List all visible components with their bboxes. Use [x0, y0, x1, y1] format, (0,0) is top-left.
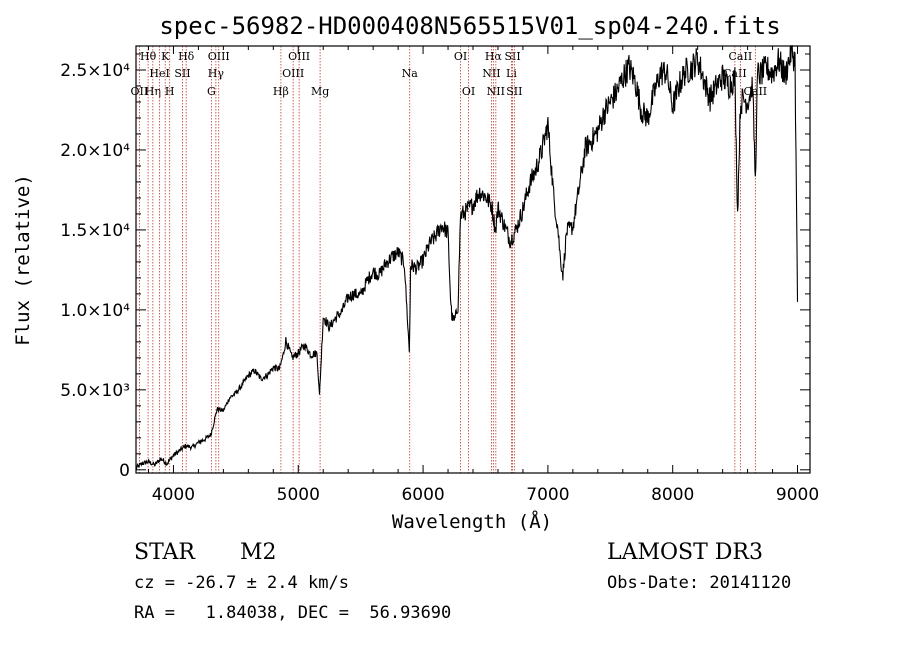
x-tick-label-2: 6000 — [401, 485, 444, 505]
spectral-line-markers: OII Hθ Hη HeI K H SII Hδ G Hγ OIII Hβ OIII OIII Mg Na OI… — [131, 46, 767, 473]
object-subclass: M2 — [240, 540, 277, 565]
redshift-line: cz = -26.7 ± 2.4 km/s — [134, 573, 349, 593]
line-label-0: OII — [131, 85, 149, 98]
coordinates-line: RA = 1.84038, DEC = 56.93690 — [134, 603, 452, 623]
line-label-12: OIII — [282, 67, 304, 80]
line-label-21: Li — [506, 67, 517, 80]
line-label-16: OI — [454, 50, 467, 63]
y-tick-label-2: 1.0×10⁴ — [60, 301, 130, 321]
x-tick-label-1: 5000 — [277, 485, 320, 505]
line-label-2: Hη — [145, 85, 161, 98]
line-label-7: Hδ — [178, 50, 195, 63]
y-axis-label: Flux (relative) — [12, 174, 34, 346]
line-label-25: CaII — [729, 50, 753, 63]
line-label-23: SII — [506, 85, 522, 98]
line-label-8: G — [207, 85, 216, 98]
y-tick-label-4: 2.0×10⁴ — [60, 141, 130, 161]
x-axis-ticks: 4000 5000 6000 7000 8000 9000 — [147, 46, 819, 505]
line-label-5: H — [165, 85, 175, 98]
x-axis-label: Wavelength (Å) — [392, 510, 552, 533]
line-label-19: Hα — [485, 50, 503, 63]
flux-series-line — [135, 44, 799, 471]
line-label-4: K — [161, 50, 170, 63]
x-tick-label-3: 7000 — [526, 485, 569, 505]
line-label-9: Hγ — [208, 67, 225, 80]
x-tick-label-0: 4000 — [152, 485, 195, 505]
plot-frame — [135, 45, 811, 474]
y-tick-label-0: 0 — [119, 461, 130, 481]
object-class: STAR — [134, 540, 195, 565]
y-tick-label-3: 1.5×10⁴ — [60, 221, 130, 241]
line-label-26: CaII — [743, 85, 767, 98]
y-tick-label-5: 2.5×10⁴ — [60, 61, 130, 81]
survey-name: LAMOST DR3 — [607, 540, 763, 565]
line-label-3: HeI — [149, 67, 169, 80]
line-label-13: OIII — [288, 50, 310, 63]
chart-title: spec-56982-HD000408N565515V01_sp04-240.f… — [159, 12, 780, 40]
y-tick-label-1: 5.0×10³ — [60, 381, 130, 401]
line-label-11: Hβ — [273, 85, 289, 98]
y-axis-ticks: 0 5.0×10³ 1.0×10⁴ 1.5×10⁴ 2.0×10⁴ 2.5×10⁴ — [60, 53, 810, 481]
line-label-10: OIII — [208, 50, 230, 63]
x-tick-label-4: 8000 — [651, 485, 694, 505]
line-label-15: Na — [402, 67, 419, 80]
line-label-22: SII — [504, 50, 520, 63]
obs-date-line: Obs-Date: 20141120 — [607, 573, 792, 593]
line-label-18: NII — [482, 67, 500, 80]
line-label-17: OI — [462, 85, 475, 98]
line-label-6: SII — [174, 67, 190, 80]
line-label-20: NII — [487, 85, 505, 98]
line-label-14: Mg — [311, 85, 329, 98]
line-label-1: Hθ — [140, 50, 157, 63]
x-tick-label-5: 9000 — [776, 485, 819, 505]
